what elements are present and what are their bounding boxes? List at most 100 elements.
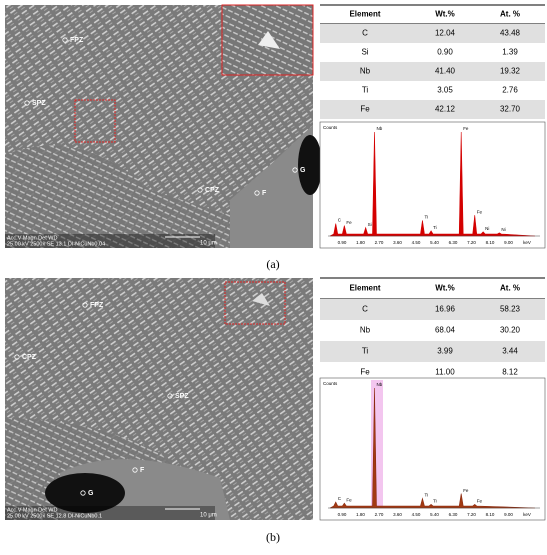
table-cell: 1.39 xyxy=(502,48,518,57)
marker xyxy=(80,490,86,496)
marker xyxy=(24,100,30,106)
marker xyxy=(132,467,138,473)
peak-label: Ni xyxy=(501,227,505,232)
table-header: Wt.% xyxy=(435,10,455,19)
table-cell: Ti xyxy=(362,347,369,356)
x-tick-label: 5.40 xyxy=(430,512,439,517)
peak-label: C xyxy=(338,496,342,501)
graphite xyxy=(298,135,322,195)
particle xyxy=(258,31,280,49)
x-tick-label: 1.80 xyxy=(356,240,365,245)
x-tick-label: 6.30 xyxy=(449,240,458,245)
table-header: Element xyxy=(349,10,380,19)
table-cell: 3.44 xyxy=(502,347,518,356)
region-label: CPZ xyxy=(22,354,37,361)
region-label: F xyxy=(140,467,145,474)
peak-label: Fe xyxy=(346,220,352,225)
table-cell: C xyxy=(362,305,368,314)
x-tick-label: 2.70 xyxy=(375,512,384,517)
peak-label: Ti xyxy=(424,215,428,220)
info-line: 25.00 kV 2500x SE 12.8 DI-NiCuNb0.1 xyxy=(7,513,102,519)
table-cell: 68.04 xyxy=(435,326,456,335)
x-tick-label: keV xyxy=(523,512,531,517)
panel-label: (b) xyxy=(266,530,280,544)
peak-label: Fe xyxy=(477,209,483,214)
marker xyxy=(167,393,173,399)
x-tick-label: 7.20 xyxy=(467,512,476,517)
row-bg xyxy=(320,341,545,362)
peak-label: Ti xyxy=(433,499,437,504)
table-cell: Nb xyxy=(360,326,371,335)
marker xyxy=(82,302,88,308)
x-tick-label: 9.00 xyxy=(504,240,513,245)
grain-f xyxy=(230,125,313,248)
table-cell: 42.12 xyxy=(435,105,456,114)
table-cell: Si xyxy=(361,48,368,57)
marker xyxy=(197,187,203,193)
peak-label: Ti xyxy=(433,225,437,230)
x-tick-label: 4.50 xyxy=(412,240,421,245)
x-tick-label: 0.90 xyxy=(338,512,347,517)
x-tick-label: 0.90 xyxy=(338,240,347,245)
scale-label: 10 μm xyxy=(200,513,217,519)
x-tick-label: 5.40 xyxy=(430,240,439,245)
table-cell: 3.99 xyxy=(437,347,453,356)
region-label: F xyxy=(262,190,267,197)
red-box xyxy=(224,281,286,325)
table-header: Wt.% xyxy=(435,284,455,293)
table-cell: 43.48 xyxy=(500,29,521,38)
peak-label: Ni xyxy=(485,226,489,231)
particle xyxy=(252,293,270,306)
region-label: SPZ xyxy=(32,100,46,107)
peak-label: Nb xyxy=(376,126,382,131)
table-cell: 41.40 xyxy=(435,67,456,76)
scale-label: 10 μm xyxy=(200,241,217,247)
spectrum-frame xyxy=(319,377,546,521)
table-cell: 30.20 xyxy=(500,326,521,335)
peak-label: Si xyxy=(368,222,372,227)
region-label: FPZ xyxy=(90,302,104,309)
table-cell: 19.32 xyxy=(500,67,521,76)
peak-label: Fe xyxy=(463,126,469,131)
x-tick-label: 4.50 xyxy=(412,512,421,517)
spectrum-trace xyxy=(329,387,536,509)
region-label: G xyxy=(300,167,306,174)
table-cell: 32.70 xyxy=(500,105,521,114)
x-tick-label: 3.60 xyxy=(393,240,402,245)
region-label: FPZ xyxy=(70,37,84,44)
region-label: SPZ xyxy=(175,393,189,400)
table-header: At. % xyxy=(500,284,520,293)
spectrum-trace xyxy=(329,131,536,237)
spectrum-frame xyxy=(319,121,546,249)
grain-region xyxy=(5,145,230,248)
y-label: Counts xyxy=(323,381,338,386)
peak-label: Fe xyxy=(477,499,483,504)
table-cell: Fe xyxy=(360,368,370,377)
marker xyxy=(254,190,260,196)
region-label: G xyxy=(88,490,94,497)
table-cell: 8.12 xyxy=(502,368,518,377)
panel-label: (a) xyxy=(266,257,279,271)
region-label: CPZ xyxy=(205,187,220,194)
x-tick-label: 7.20 xyxy=(467,240,476,245)
marker xyxy=(62,37,68,43)
info-line: 25.00 kV 2500x SE 13.1 DI-NiCuNb0.04 xyxy=(7,241,105,247)
row-bg xyxy=(320,299,545,320)
info-bar xyxy=(5,506,215,520)
table-cell: C xyxy=(362,29,368,38)
table-header: At. % xyxy=(500,10,520,19)
table-cell: Ti xyxy=(362,86,369,95)
peak-label: Fe xyxy=(346,497,352,502)
red-box xyxy=(74,99,116,143)
info-bar xyxy=(5,234,215,248)
table-cell: 2.76 xyxy=(502,86,518,95)
x-tick-label: 9.00 xyxy=(504,512,513,517)
row-bg xyxy=(320,24,545,43)
row-bg xyxy=(320,100,545,119)
x-tick-label: 2.70 xyxy=(375,240,384,245)
x-tick-label: 8.10 xyxy=(486,240,495,245)
x-tick-label: keV xyxy=(523,240,531,245)
row-bg xyxy=(320,62,545,81)
peak-label: C xyxy=(338,218,342,223)
